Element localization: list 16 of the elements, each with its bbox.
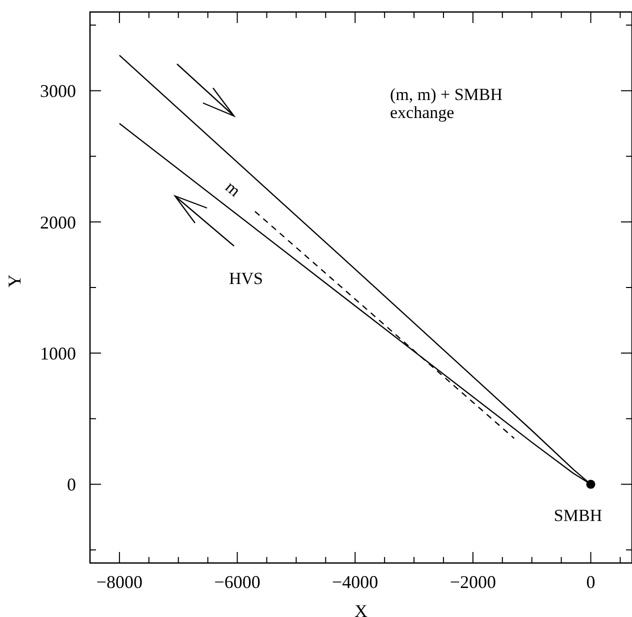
annotation: exchange — [390, 102, 454, 122]
x-axis-title: X — [354, 601, 368, 617]
y-tick-label: 0 — [67, 474, 76, 495]
annotation: HVS — [228, 268, 264, 288]
y-axis-title: Y — [4, 274, 24, 288]
x-tick-label: −8000 — [96, 572, 143, 592]
y-tick-label: 1000 — [40, 343, 76, 364]
x-tick-label: −2000 — [450, 572, 496, 592]
x-tick-label: −6000 — [214, 572, 260, 592]
x-tick-label: −4000 — [332, 572, 378, 592]
y-tick-label: 2000 — [40, 212, 76, 232]
annotation: SMBH — [554, 506, 602, 525]
annotation: (m, m) + SMBH — [390, 84, 503, 104]
x-tick-label: 0 — [586, 572, 596, 592]
y-tick-label: 3000 — [40, 81, 76, 102]
annotation: m — [222, 177, 244, 200]
